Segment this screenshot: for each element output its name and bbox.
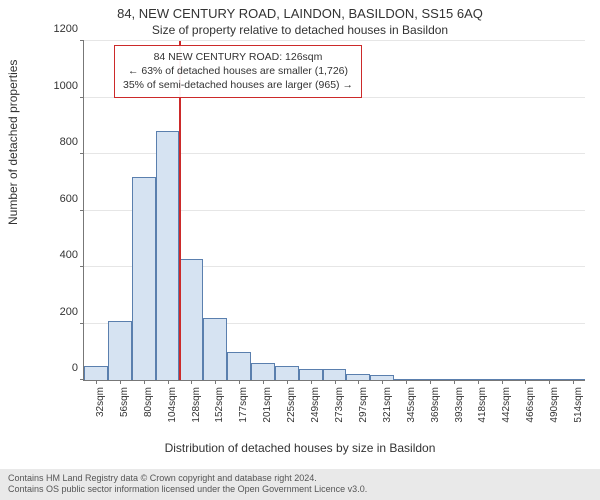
y-tick-label: 1200 [54,23,78,35]
histogram-bar [84,366,108,380]
x-tick-label: 514sqm [561,381,585,409]
x-tick-label: 80sqm [131,381,155,409]
y-tick-label: 1000 [54,80,78,92]
callout-line-2: ← 63% of detached houses are smaller (1,… [123,64,353,78]
y-axis-label: Number of detached properties [6,60,20,225]
histogram-bar [370,375,394,380]
histogram-bar [299,369,323,380]
marker-callout: 84 NEW CENTURY ROAD: 126sqm ← 63% of det… [114,45,362,98]
histogram-bar [418,379,442,380]
histogram-bar [537,379,561,380]
y-tick-label: 600 [60,193,78,205]
x-tick-label: 418sqm [466,381,490,409]
x-tick-label: 345sqm [394,381,418,409]
histogram-bar [132,177,156,380]
footer-line-2: Contains OS public sector information li… [8,484,592,496]
x-tick-label: 369sqm [418,381,442,409]
x-tick-label: 201sqm [250,381,274,409]
callout-line-1: 84 NEW CENTURY ROAD: 126sqm [123,50,353,64]
x-tick-label: 490sqm [537,381,561,409]
histogram-bar [513,379,537,380]
histogram-bar [466,379,490,380]
histogram-bar [227,352,251,380]
histogram-bar [346,374,370,380]
x-tick-label: 32sqm [83,381,107,409]
y-tick-label: 800 [60,136,78,148]
x-tick-label: 442sqm [489,381,513,409]
histogram-bar [156,131,180,380]
x-tick-label: 321sqm [370,381,394,409]
histogram-bar [275,366,299,380]
y-tick-label: 0 [72,362,78,374]
histogram-bar [108,321,132,380]
y-tick-label: 200 [60,306,78,318]
x-tick-label: 466sqm [513,381,537,409]
x-tick-label: 225sqm [274,381,298,409]
page-title: 84, NEW CENTURY ROAD, LAINDON, BASILDON,… [0,0,600,21]
histogram-bar [323,369,347,380]
x-tick-label: 56sqm [107,381,131,409]
x-tick-label: 104sqm [155,381,179,409]
footer: Contains HM Land Registry data © Crown c… [0,469,600,500]
chart-area: 84 NEW CENTURY ROAD: 126sqm ← 63% of det… [55,41,585,409]
histogram-bar [179,259,203,380]
x-axis-label: Distribution of detached houses by size … [0,441,600,455]
histogram-bar [561,379,585,380]
x-tick-label: 297sqm [346,381,370,409]
histogram-bar [251,363,275,380]
x-tick-label: 177sqm [226,381,250,409]
y-tick-label: 400 [60,249,78,261]
page-subtitle: Size of property relative to detached ho… [0,21,600,41]
x-tick-label: 249sqm [298,381,322,409]
histogram-bar [490,379,514,380]
x-labels: 32sqm56sqm80sqm104sqm128sqm152sqm177sqm2… [83,381,585,409]
histogram-bar [394,379,418,380]
histogram-bar [203,318,227,380]
x-tick-label: 393sqm [442,381,466,409]
x-tick-label: 152sqm [203,381,227,409]
x-tick-label: 273sqm [322,381,346,409]
callout-line-3: 35% of semi-detached houses are larger (… [123,78,353,92]
x-tick-label: 128sqm [179,381,203,409]
footer-line-1: Contains HM Land Registry data © Crown c… [8,473,592,485]
plot-region: 84 NEW CENTURY ROAD: 126sqm ← 63% of det… [83,41,585,381]
histogram-bar [442,379,466,380]
